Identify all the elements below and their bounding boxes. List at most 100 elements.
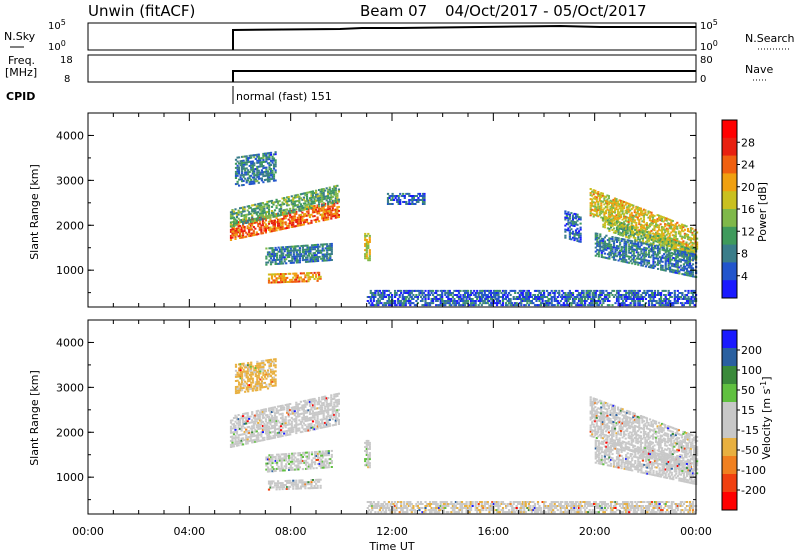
echo-cell	[391, 203, 394, 205]
echo-cell	[256, 167, 259, 170]
echo-cell	[408, 199, 411, 201]
echo-cell	[270, 205, 274, 208]
echo-cell	[521, 292, 524, 294]
echo-cell	[631, 248, 634, 251]
echo-cell	[638, 232, 641, 235]
echo-cell	[250, 164, 253, 167]
echo-cell	[292, 201, 295, 203]
echo-cell	[664, 263, 667, 266]
echo-cell	[682, 296, 685, 298]
echo-cell	[278, 204, 281, 207]
echo-cell	[623, 231, 626, 234]
echo-cell	[295, 407, 298, 410]
echo-cell	[367, 259, 370, 262]
echo-cell	[613, 197, 617, 200]
echo-cell	[685, 268, 689, 270]
echo-cell	[274, 252, 277, 255]
echo-cell	[457, 289, 461, 292]
echo-cell	[315, 273, 318, 276]
echo-cell	[301, 412, 304, 415]
echo-cell	[322, 198, 325, 201]
echo-cell	[451, 292, 454, 294]
echo-cell	[301, 426, 304, 429]
echo-cell	[245, 171, 248, 174]
echo-cell	[589, 214, 592, 217]
echo-cell	[617, 225, 620, 227]
echo-cell	[594, 214, 597, 216]
echo-cell	[365, 255, 368, 258]
echo-cell	[653, 261, 657, 264]
echo-cell	[669, 268, 672, 271]
echo-cell	[251, 425, 254, 428]
echo-cell	[672, 253, 675, 255]
echo-cell	[365, 251, 368, 254]
echo-cell	[544, 296, 547, 298]
echo-cell	[269, 172, 273, 174]
echo-cell	[541, 300, 544, 302]
echo-cell	[418, 199, 422, 201]
echo-cell	[290, 416, 293, 419]
echo-cell	[690, 248, 693, 251]
echo-cell	[283, 209, 286, 212]
echo-cell	[308, 199, 312, 202]
echo-cell	[255, 430, 258, 433]
echo-cell	[234, 438, 237, 441]
echo-cell	[305, 401, 309, 404]
echo-cell	[246, 225, 249, 228]
echo-cell	[242, 443, 245, 446]
echo-cell	[325, 212, 328, 215]
echo-cell	[307, 214, 310, 217]
echo-cell	[630, 224, 633, 227]
echo-cell	[281, 226, 284, 228]
echo-cell	[672, 240, 675, 243]
echo-cell	[397, 203, 400, 205]
echo-cell	[657, 235, 660, 237]
echo-cell	[289, 427, 292, 430]
nsky-label: N.Sky	[4, 30, 36, 43]
echo-cell	[364, 253, 367, 256]
echo-cell	[283, 275, 286, 277]
echo-cell	[298, 259, 301, 262]
echo-cell	[299, 224, 302, 227]
echo-cell	[234, 218, 237, 221]
echo-cell	[292, 406, 295, 409]
echo-cell	[622, 224, 625, 227]
echo-cell	[622, 300, 625, 302]
echo-cell	[308, 419, 312, 421]
echo-cell	[661, 266, 664, 269]
echo-cell	[302, 280, 305, 283]
echo-cell	[296, 216, 299, 219]
ytick-label: 1000	[56, 264, 84, 277]
echo-cell	[635, 243, 638, 246]
echo-cell	[326, 257, 329, 260]
echo-cell	[625, 255, 628, 258]
echo-cell	[336, 208, 339, 211]
echo-cell	[290, 429, 293, 431]
echo-cell	[396, 199, 399, 201]
echo-cell	[254, 178, 257, 181]
echo-cell	[301, 205, 304, 207]
echo-cell	[669, 300, 672, 302]
echo-cell	[272, 179, 276, 182]
echo-cell	[676, 289, 679, 292]
echo-cell	[296, 200, 299, 202]
echo-cell	[608, 300, 611, 302]
echo-cell	[262, 152, 265, 155]
echo-cell	[239, 433, 242, 436]
echo-cell	[327, 257, 330, 260]
echo-cell	[664, 296, 667, 298]
echo-cell	[245, 163, 248, 166]
echo-cell	[253, 154, 256, 157]
echo-cell	[628, 236, 631, 239]
echo-cell	[635, 251, 638, 254]
echo-cell	[326, 249, 329, 252]
echo-cell	[674, 237, 677, 240]
echo-cell	[285, 254, 288, 257]
echo-cell	[672, 265, 675, 268]
echo-cell	[512, 298, 515, 300]
echo-cell	[670, 264, 673, 267]
echo-cell	[661, 304, 664, 307]
echo-cell	[248, 171, 251, 173]
echo-cell	[298, 218, 301, 221]
echo-cell	[390, 195, 393, 197]
